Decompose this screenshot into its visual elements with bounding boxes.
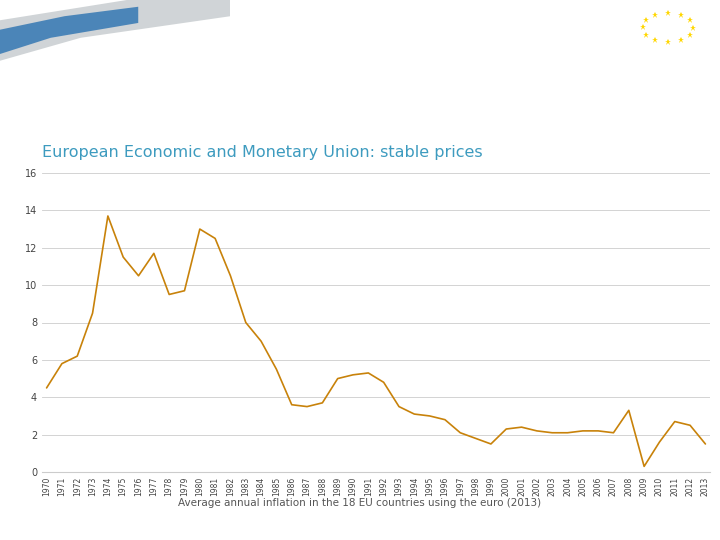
Text: European Economic and Monetary Union: stable prices: European Economic and Monetary Union: st… xyxy=(42,145,482,159)
Text: Average annual inflation in the 18 EU countries using the euro (2013): Average annual inflation in the 18 EU co… xyxy=(179,497,541,508)
Text: Beating inflation: Beating inflation xyxy=(14,21,183,39)
Polygon shape xyxy=(0,6,138,54)
Polygon shape xyxy=(0,0,230,60)
